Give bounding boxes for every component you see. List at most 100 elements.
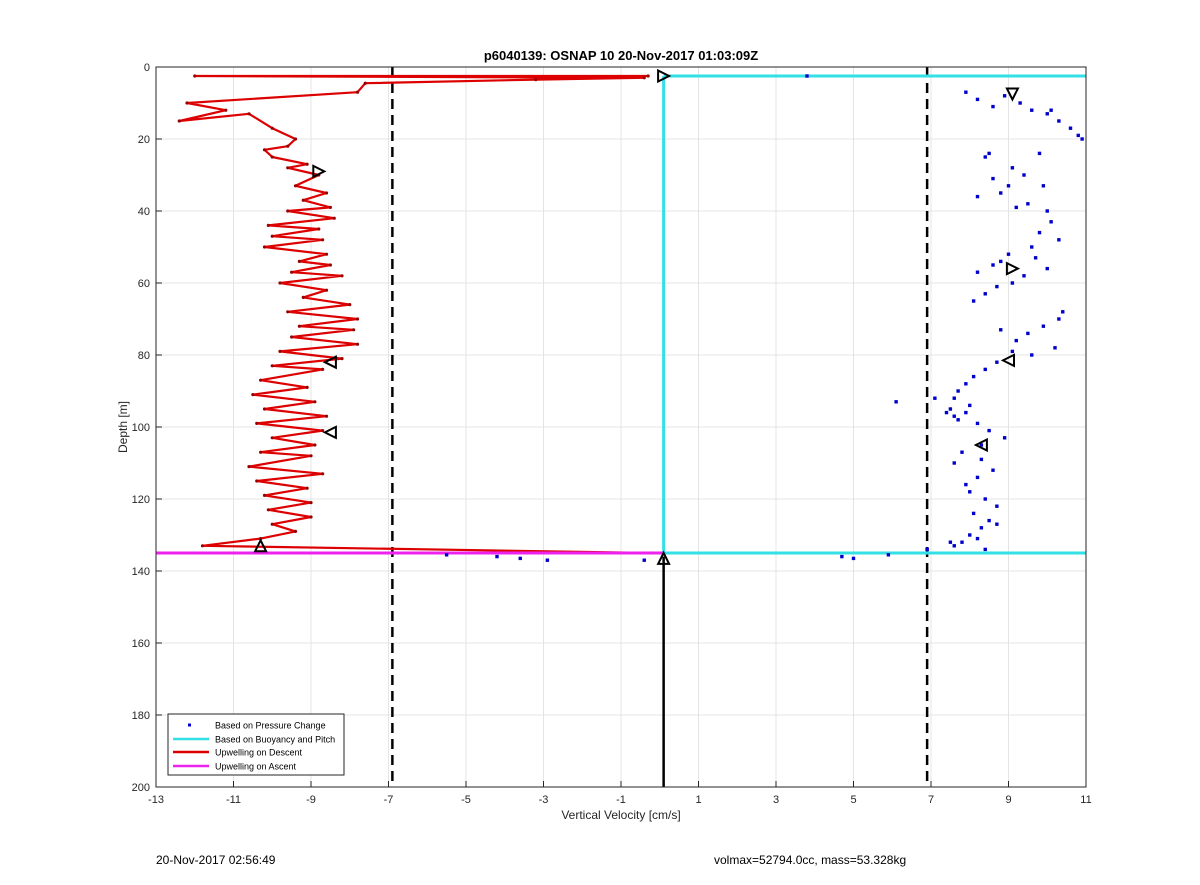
- pressure-change-point: [968, 490, 972, 494]
- pressure-change-point: [983, 367, 987, 372]
- pressure-change-point: [987, 518, 991, 523]
- pressure-change-point: [1030, 353, 1034, 357]
- descent-point: [278, 281, 282, 285]
- pressure-change-point: [518, 556, 522, 561]
- descent-point: [321, 472, 325, 476]
- pressure-change-point: [1037, 151, 1042, 156]
- pressure-change-point: [1057, 238, 1061, 242]
- pressure-change-point: [840, 554, 844, 559]
- descent-point: [270, 522, 274, 526]
- pressure-change-point: [952, 461, 956, 465]
- pressure-change-point: [995, 284, 999, 289]
- descent-point: [309, 515, 313, 519]
- descent-point: [262, 493, 267, 497]
- pressure-change-point: [495, 554, 499, 559]
- x-tick-label: -9: [306, 794, 316, 806]
- pressure-change-point: [1049, 108, 1053, 112]
- pressure-change-point: [1010, 281, 1015, 285]
- descent-point: [321, 429, 325, 433]
- x-tick-label: 11: [1080, 794, 1091, 806]
- pressure-change-point: [964, 482, 968, 487]
- descent-point: [363, 81, 367, 85]
- descent-point: [321, 367, 325, 371]
- descent-point: [309, 454, 313, 458]
- pressure-change-point: [952, 414, 956, 418]
- x-tick-label: -3: [539, 794, 549, 806]
- pressure-change-point: [1030, 245, 1034, 249]
- pressure-change-point: [1026, 202, 1030, 206]
- pressure-change-point: [894, 400, 898, 404]
- pressure-change-point: [987, 428, 991, 433]
- descent-point: [317, 227, 321, 231]
- descent-point: [262, 245, 267, 249]
- pressure-change-point: [1006, 184, 1011, 188]
- x-tick-label: 5: [850, 794, 856, 806]
- descent-point: [286, 310, 290, 314]
- pressure-change-point: [1045, 209, 1049, 213]
- pressure-change-point: [1037, 230, 1042, 235]
- y-tick-label: 40: [138, 206, 150, 218]
- pressure-change-point: [1045, 112, 1049, 116]
- descent-point: [270, 436, 274, 440]
- marker-triangle-right: [1005, 261, 1021, 276]
- descent-point: [313, 400, 317, 404]
- pressure-change-point: [805, 74, 809, 78]
- marker-triangle-right: [657, 68, 672, 84]
- marker-triangle-left: [973, 437, 988, 453]
- y-tick-label: 160: [132, 638, 150, 650]
- pressure-change-point: [995, 522, 999, 526]
- x-tick-label: 1: [695, 794, 701, 806]
- pressure-change-point: [948, 540, 953, 544]
- descent-point: [321, 238, 325, 242]
- pressure-change-point: [987, 151, 991, 156]
- pressure-change-point: [851, 556, 856, 561]
- marker-triangle-right: [312, 164, 327, 179]
- pressure-change-point: [1057, 119, 1061, 123]
- descent-point: [293, 184, 298, 188]
- descent-point: [270, 234, 274, 238]
- pressure-change-point: [948, 407, 953, 411]
- pressure-change-point: [1002, 94, 1007, 98]
- pressure-change-point: [983, 292, 987, 296]
- descent-point: [270, 126, 274, 130]
- descent-point: [324, 414, 329, 418]
- descent-point: [332, 216, 336, 220]
- pressure-change-point: [964, 410, 968, 415]
- descent-point: [255, 479, 259, 483]
- pressure-change-point: [991, 176, 995, 181]
- y-tick-label: 180: [132, 710, 150, 722]
- descent-point: [324, 252, 329, 256]
- descent-point: [224, 108, 228, 112]
- descent-point: [286, 166, 290, 170]
- pressure-change-point: [1068, 126, 1073, 130]
- y-tick-label: 200: [132, 782, 150, 794]
- pressure-change-point: [991, 263, 995, 267]
- x-tick-label: -1: [616, 794, 626, 806]
- descent-point: [355, 90, 360, 94]
- pressure-change-point: [944, 410, 949, 415]
- descent-point: [534, 78, 538, 82]
- descent-point: [340, 274, 344, 278]
- marker-triangle-left: [322, 355, 337, 370]
- pressure-change-point: [1022, 274, 1026, 278]
- pressure-change-point: [925, 547, 929, 552]
- legend-label: Based on Buoyancy and Pitch: [215, 735, 335, 745]
- pressure-change-point: [1002, 436, 1007, 440]
- pressure-change-point: [999, 328, 1003, 332]
- pressure-change-point: [975, 194, 980, 199]
- descent-point: [355, 317, 360, 321]
- descent-point: [266, 223, 270, 227]
- pressure-change-point: [1041, 184, 1046, 188]
- pressure-change-point: [1030, 108, 1034, 112]
- pressure-change-point: [971, 374, 976, 379]
- descent-point: [177, 119, 181, 123]
- descent-point: [646, 74, 650, 78]
- x-tick-label: 3: [773, 794, 779, 806]
- descent-point: [352, 328, 356, 332]
- x-axis-label: Vertical Velocity [cm/s]: [561, 808, 680, 822]
- pressure-change-point: [983, 547, 987, 552]
- descent-point: [185, 101, 189, 105]
- pressure-change-point: [1014, 205, 1018, 210]
- descent-point: [293, 137, 298, 141]
- pressure-change-point: [960, 540, 964, 544]
